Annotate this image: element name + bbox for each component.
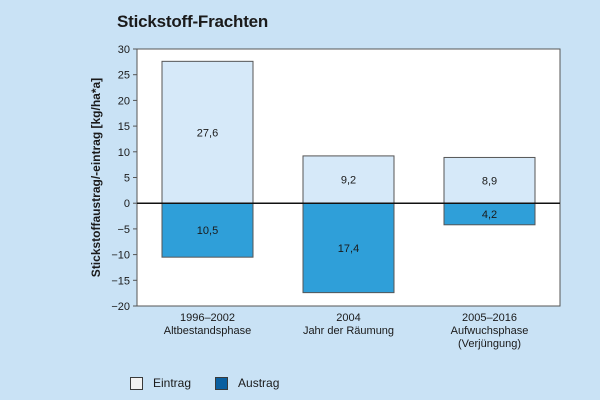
y-tick-label: 15 bbox=[118, 121, 130, 133]
data-label-eintrag-1996-2002: 27,6 bbox=[197, 127, 218, 139]
bar-eintrag-2004 bbox=[302, 155, 395, 204]
bar-austrag-2004 bbox=[302, 202, 395, 294]
legend-label-austrag: Austrag bbox=[238, 376, 280, 390]
data-label-austrag-2005-2016: 4,2 bbox=[482, 209, 497, 221]
legend-swatch-eintrag bbox=[130, 376, 143, 390]
y-tick-label: 25 bbox=[118, 70, 130, 82]
x-tick-label: Aufwuchsphase bbox=[451, 325, 529, 337]
y-tick-label: −5 bbox=[117, 224, 130, 236]
legend: Eintrag Austrag bbox=[130, 376, 303, 390]
y-axis-label: Stickstoffaustrag/-eintrag [kg/ha*a] bbox=[89, 78, 103, 277]
y-tick-label: −10 bbox=[111, 250, 130, 262]
data-label-austrag-1996-2002: 10,5 bbox=[197, 225, 218, 237]
bar-austrag-1996-2002 bbox=[161, 202, 254, 258]
x-tick-label: Altbestandsphase bbox=[164, 325, 251, 337]
x-tick-label: (Verjüngung) bbox=[458, 338, 521, 350]
y-tick-label: 30 bbox=[118, 44, 130, 56]
y-tick-label: −20 bbox=[111, 301, 130, 313]
bar-eintrag-1996-2002 bbox=[161, 60, 254, 204]
x-tick-label: Jahr der Räumung bbox=[303, 325, 394, 337]
chart-title: Stickstoff-Frachten bbox=[117, 12, 269, 31]
x-tick-label: 1996–2002 bbox=[180, 312, 235, 324]
legend-swatch-austrag bbox=[215, 376, 229, 390]
legend-item-austrag: Austrag bbox=[215, 376, 279, 390]
data-label-austrag-2004: 17,4 bbox=[338, 243, 359, 255]
y-tick-label: 0 bbox=[124, 198, 130, 210]
x-tick-label: 2004 bbox=[336, 312, 360, 324]
y-tick-label: 20 bbox=[118, 95, 130, 107]
data-label-eintrag-2005-2016: 8,9 bbox=[482, 175, 497, 187]
x-tick-label: 2005–2016 bbox=[462, 312, 517, 324]
legend-item-eintrag: Eintrag bbox=[130, 376, 191, 390]
y-tick-label: 5 bbox=[124, 173, 130, 185]
y-tick-label: 10 bbox=[118, 147, 130, 159]
data-label-eintrag-2004: 9,2 bbox=[341, 175, 356, 187]
legend-label-eintrag: Eintrag bbox=[153, 376, 192, 390]
bar-eintrag-2005-2016 bbox=[443, 156, 536, 204]
y-tick-label: −15 bbox=[111, 275, 130, 287]
